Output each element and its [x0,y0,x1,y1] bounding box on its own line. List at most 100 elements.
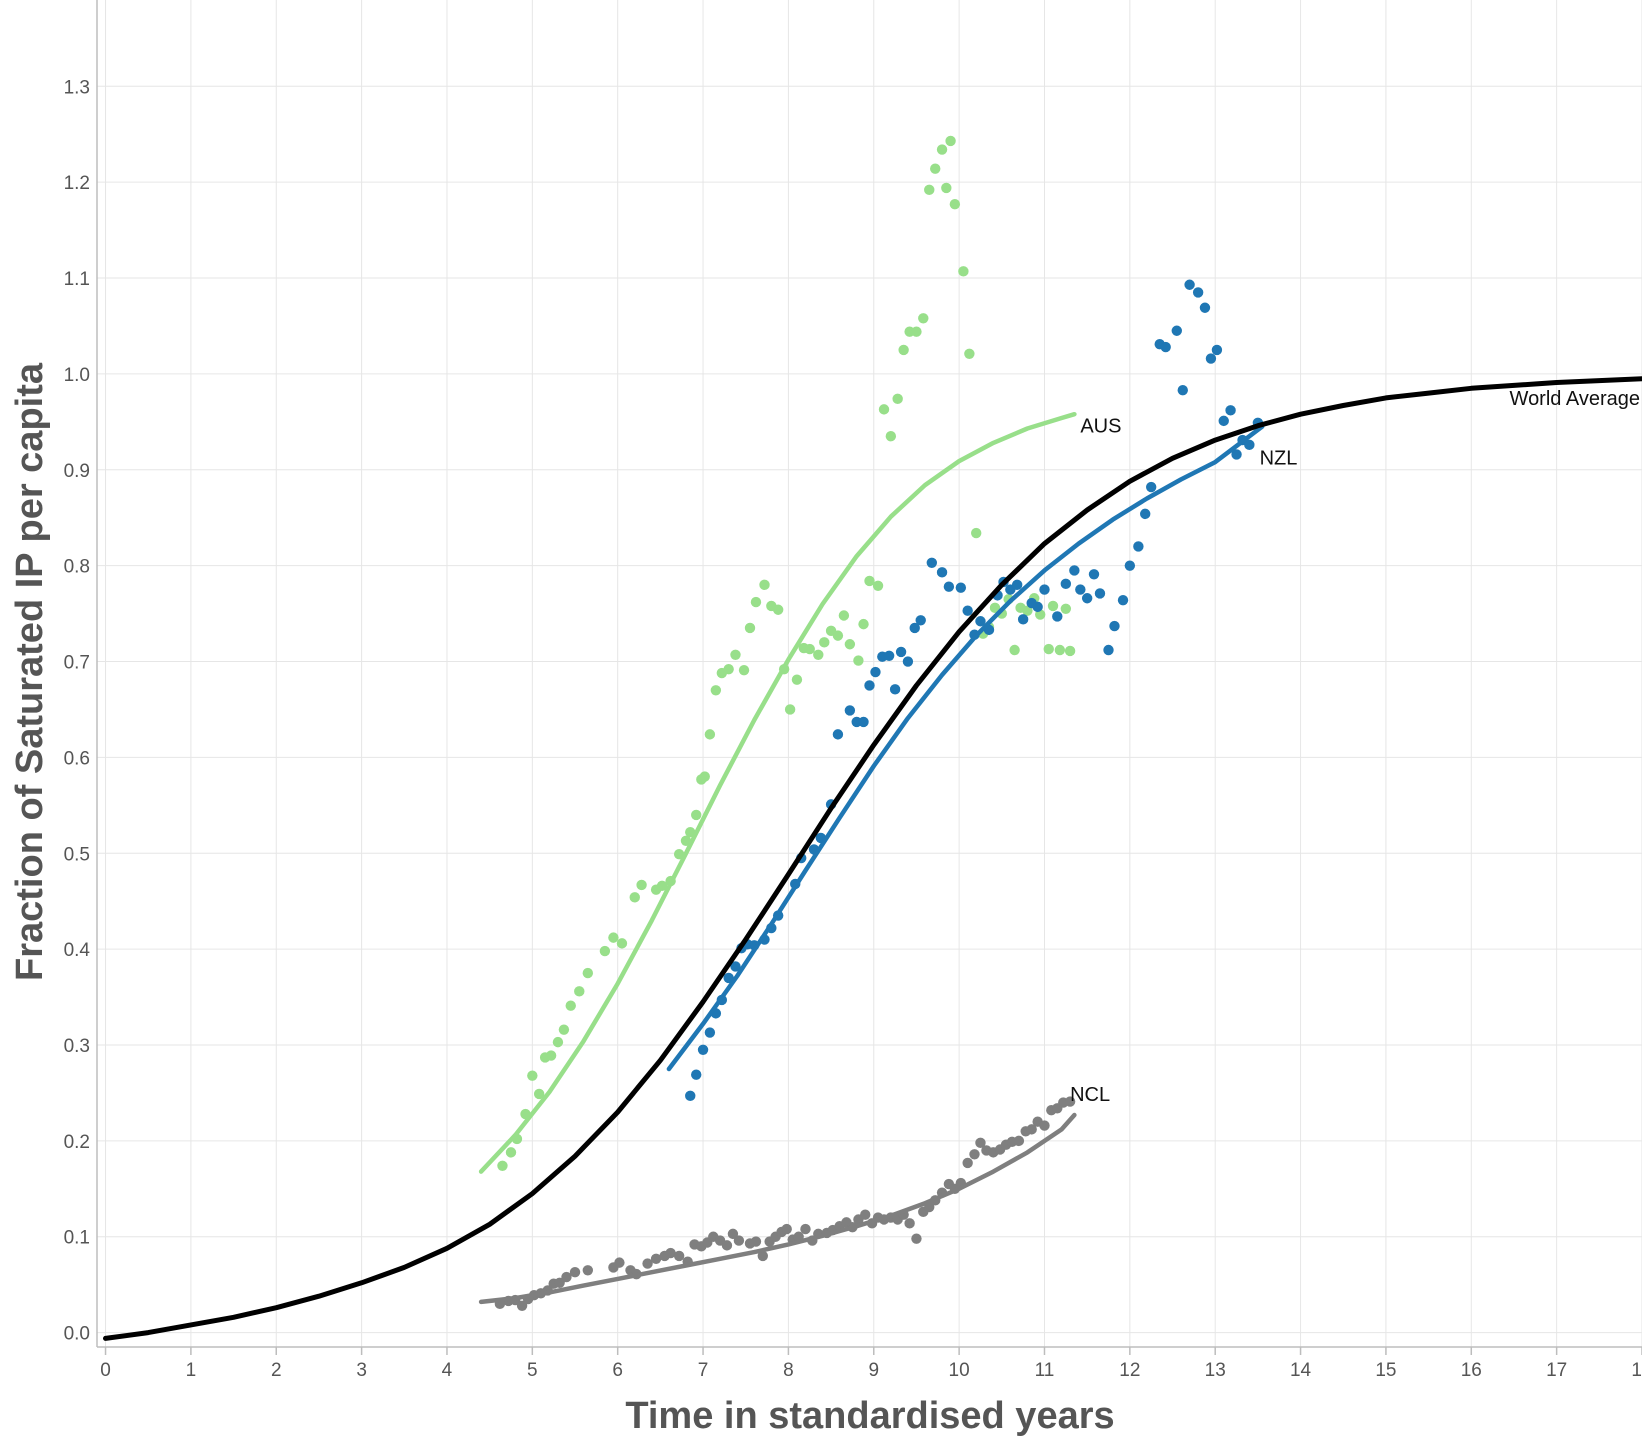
data-point [838,610,850,621]
scatter-points [494,135,1264,1311]
y-tick-label: 1.1 [64,269,90,290]
y-tick-label: 0.3 [64,1036,90,1057]
data-point [1039,584,1050,595]
data-point [964,348,975,359]
data-point [1026,1124,1037,1135]
data-point [629,892,640,903]
x-tick-label: 6 [612,1360,623,1381]
data-point [574,986,585,997]
data-point [697,1044,709,1055]
data-point [1022,605,1033,616]
data-point [665,1247,676,1259]
label-aus: AUS [1080,416,1121,438]
x-tick-label: 7 [698,1360,709,1381]
data-point [1054,644,1066,656]
data-point [1047,600,1059,612]
data-point [781,1223,792,1235]
data-point [759,579,770,591]
data-point [1069,565,1080,576]
data-point [895,646,907,658]
data-point [558,1024,570,1035]
points-aus [497,135,1076,1172]
data-point [1032,601,1043,613]
data-point [710,685,722,696]
x-tick-label: 10 [949,1360,970,1381]
data-point [969,1149,980,1160]
y-tick-label: 0.7 [64,653,90,674]
data-point [844,705,856,716]
data-point [791,674,803,685]
line-aus [478,411,1077,1174]
y-tick-label: 0.9 [64,461,90,482]
data-point [1205,353,1217,364]
data-point [904,1218,915,1229]
data-point [909,622,920,634]
data-point [860,1209,871,1220]
y-tick-label: 0.5 [64,844,90,865]
x-tick-label: 3 [356,1360,367,1381]
data-point [1192,287,1204,298]
data-point [804,643,815,655]
data-point [832,729,844,740]
data-point [704,729,716,740]
trend-lines [103,376,1642,1341]
data-point [1244,439,1255,451]
data-point [1039,1120,1050,1131]
data-point [819,637,830,648]
data-point [656,880,668,892]
data-point [1225,405,1236,416]
data-point [1211,344,1223,356]
data-point [918,313,929,324]
data-point [813,649,824,661]
label-ncl: NCL [1070,1084,1110,1106]
x-tick-label: 15 [1375,1360,1396,1381]
data-point [1017,614,1029,625]
data-point [1064,1096,1076,1107]
y-axis-title: Fraction of Saturated IP per capita [9,362,51,981]
line-ncl [478,1112,1077,1305]
data-point [1109,620,1120,632]
data-point [1009,644,1020,656]
data-point [730,961,741,972]
data-point [924,184,935,196]
data-point [1060,578,1072,590]
data-point [1064,645,1076,657]
x-tick-label: 2 [271,1360,282,1381]
data-point [945,135,956,147]
data-point [943,581,955,592]
data-point [699,771,710,782]
data-point [704,1027,716,1038]
data-point [858,618,869,630]
series-labels: AUS NZL NCL World Average [1070,388,1640,1106]
data-point [608,932,619,943]
data-point [902,656,914,667]
data-point [1160,341,1171,353]
y-tick-label: 0.6 [64,748,90,769]
data-point [744,622,756,634]
y-tick-label: 0.8 [64,557,90,578]
data-point [898,344,909,356]
data-point [1231,449,1242,460]
points-ncl [494,1096,1076,1311]
data-point [1052,611,1063,622]
x-tick-label: 14 [1290,1360,1312,1381]
data-point [926,557,938,568]
y-tick-label: 0.4 [64,940,91,961]
data-point [527,1070,538,1081]
x-tick-label: 16 [1461,1360,1482,1381]
data-point [565,1000,576,1011]
data-point [949,199,961,210]
y-axis-ticks: 0.0 0.1 0.2 0.3 0.4 0.5 0.6 0.7 0.8 0.9 1.0 1.1 1.2 1… [64,77,91,1344]
data-point [750,596,762,608]
x-axis-title: Time in standardised years [625,1395,1114,1437]
data-point [1011,579,1023,591]
data-point [750,1236,762,1247]
data-point [673,1250,685,1262]
axes [96,0,1642,1348]
data-point [1088,569,1100,580]
data-point [1199,302,1211,313]
data-point [1081,593,1093,604]
data-point [691,809,702,821]
data-point [1117,594,1129,606]
